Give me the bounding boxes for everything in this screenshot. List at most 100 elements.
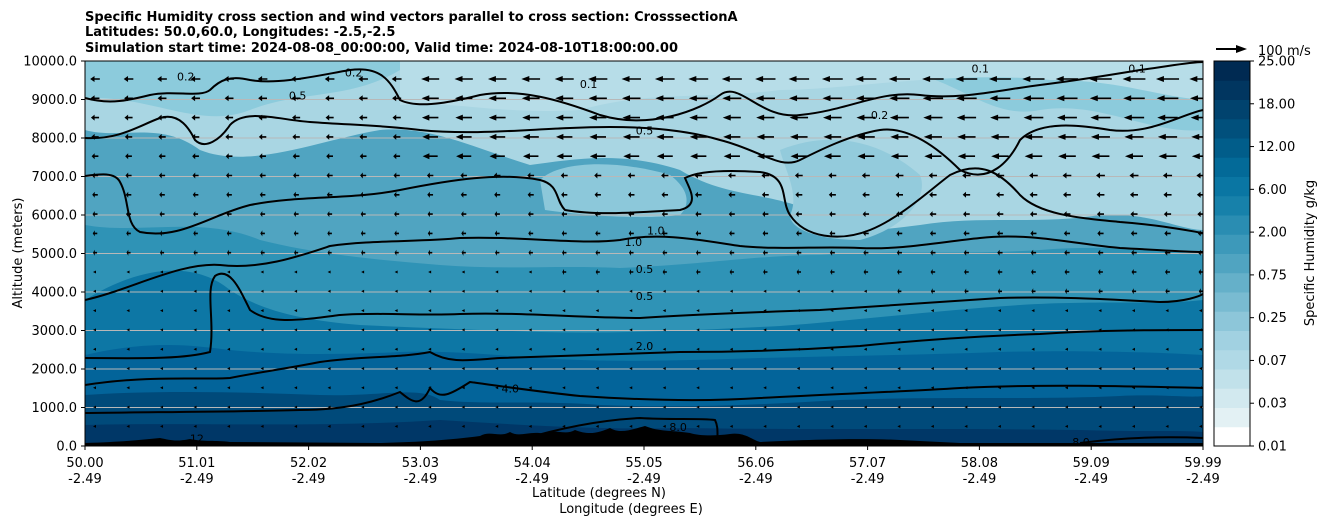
wind-vector: [1122, 76, 1146, 82]
wind-vector: [494, 249, 500, 256]
x-tick-label-lon: -2.49: [963, 472, 997, 487]
contour-label: 0.2: [177, 70, 195, 83]
wind-vector: [930, 386, 934, 390]
wind-vector: [260, 367, 264, 370]
wind-vector: [890, 133, 909, 140]
wind-vector: [360, 230, 366, 237]
wind-vector: [897, 386, 901, 390]
wind-vector: [830, 289, 834, 293]
contour-lines: [85, 61, 1203, 446]
wind-vector: [829, 230, 836, 237]
wind-vector: [562, 328, 566, 332]
wind-vector: [1165, 288, 1170, 295]
wind-vector: [224, 95, 234, 102]
wind-vector: [662, 230, 668, 237]
wind-vector: [863, 309, 867, 313]
wind-vector: [561, 211, 568, 218]
colorbar-segment: [1214, 157, 1250, 177]
wind-vector: [655, 114, 674, 121]
wind-vector: [562, 367, 566, 370]
colorbar-tick-label: 12.00: [1258, 140, 1295, 155]
y-tick-label: 0.0: [56, 440, 77, 455]
wind-vector: [863, 347, 867, 351]
wind-vector: [157, 95, 167, 102]
wind-vector: [930, 309, 934, 313]
x-tick-label-lon: -2.49: [515, 472, 549, 487]
wind-vector: [160, 328, 164, 332]
wind-vector: [830, 367, 834, 370]
wind-vector: [1024, 153, 1043, 160]
wind-vector: [1030, 230, 1037, 237]
wind-vector: [696, 269, 701, 275]
wind-vector: [1090, 133, 1110, 140]
wind-vector: [964, 367, 968, 370]
colorbar-segment: [1214, 349, 1250, 370]
wind-vector: [361, 309, 365, 313]
wind-vector: [260, 249, 265, 256]
wind-vector: [896, 230, 903, 237]
wind-vector: [594, 172, 602, 179]
wind-vector: [729, 367, 733, 370]
wind-vector: [157, 114, 167, 121]
wind-vector: [326, 153, 333, 160]
wind-reference-key: 100 m/s: [1216, 44, 1311, 59]
colorbar-tick-label: 25.00: [1258, 55, 1295, 70]
x-axis-label-lat: Latitude (degrees N): [532, 486, 666, 501]
wind-vector: [193, 347, 197, 351]
wind-vector: [327, 405, 331, 409]
wind-vector: [1165, 386, 1169, 390]
wind-vector: [696, 328, 700, 332]
wind-vector: [359, 114, 368, 121]
wind-vector: [361, 289, 365, 293]
wind-vector: [1156, 95, 1179, 102]
wind-vector: [126, 309, 130, 313]
wind-vector: [1130, 211, 1138, 218]
wind-vector: [821, 76, 843, 82]
wind-vector: [589, 133, 606, 140]
wind-vector: [823, 133, 842, 140]
wind-vector: [863, 289, 867, 293]
wind-vector: [1029, 172, 1038, 179]
wind-vector: [225, 114, 234, 121]
wind-vector: [1030, 249, 1037, 256]
contour-line: [1079, 436, 1203, 444]
wind-vector: [1022, 76, 1045, 82]
wind-vector: [461, 309, 465, 313]
wind-vector: [1098, 405, 1102, 409]
wind-vector: [964, 386, 968, 390]
wind-vector: [1191, 153, 1203, 160]
wind-vector: [327, 230, 332, 237]
wind-vector: [123, 76, 134, 82]
wind-vector: [358, 76, 368, 82]
wind-vector: [990, 133, 1010, 140]
wind-vector: [359, 133, 367, 140]
wind-vector: [394, 211, 400, 218]
wind-vector: [126, 367, 130, 370]
wind-vector: [126, 230, 131, 237]
wind-vector: [193, 270, 197, 274]
wind-vector: [159, 230, 165, 237]
wind-vector: [1064, 367, 1068, 370]
wind-vector: [629, 424, 633, 428]
wind-vector: [522, 153, 539, 160]
wind-vector: [595, 424, 599, 428]
wind-vector: [863, 328, 867, 332]
colorbar-segment: [1214, 61, 1250, 81]
wind-vector: [729, 405, 733, 409]
wind-vector: [227, 386, 231, 390]
wind-vector: [763, 269, 768, 275]
wind-vector: [957, 153, 976, 160]
wind-vector: [494, 230, 500, 237]
colorbar: 0.01 0.03 0.07 0.25 0.75 2.00 6.00 12.00 18.00 25…: [1213, 55, 1295, 455]
wind-vector: [192, 191, 199, 198]
wind-vector: [260, 328, 264, 332]
wind-vector: [822, 95, 843, 102]
wind-vector: [428, 424, 432, 428]
wind-vector: [1098, 347, 1102, 351]
x-tick-label-lat: 57.07: [849, 456, 886, 471]
wind-vector: [1131, 386, 1135, 390]
wind-vector: [394, 405, 398, 409]
wind-vector: [93, 289, 96, 293]
wind-vector: [1157, 114, 1178, 121]
horizontal-gridlines: [85, 99, 1203, 408]
